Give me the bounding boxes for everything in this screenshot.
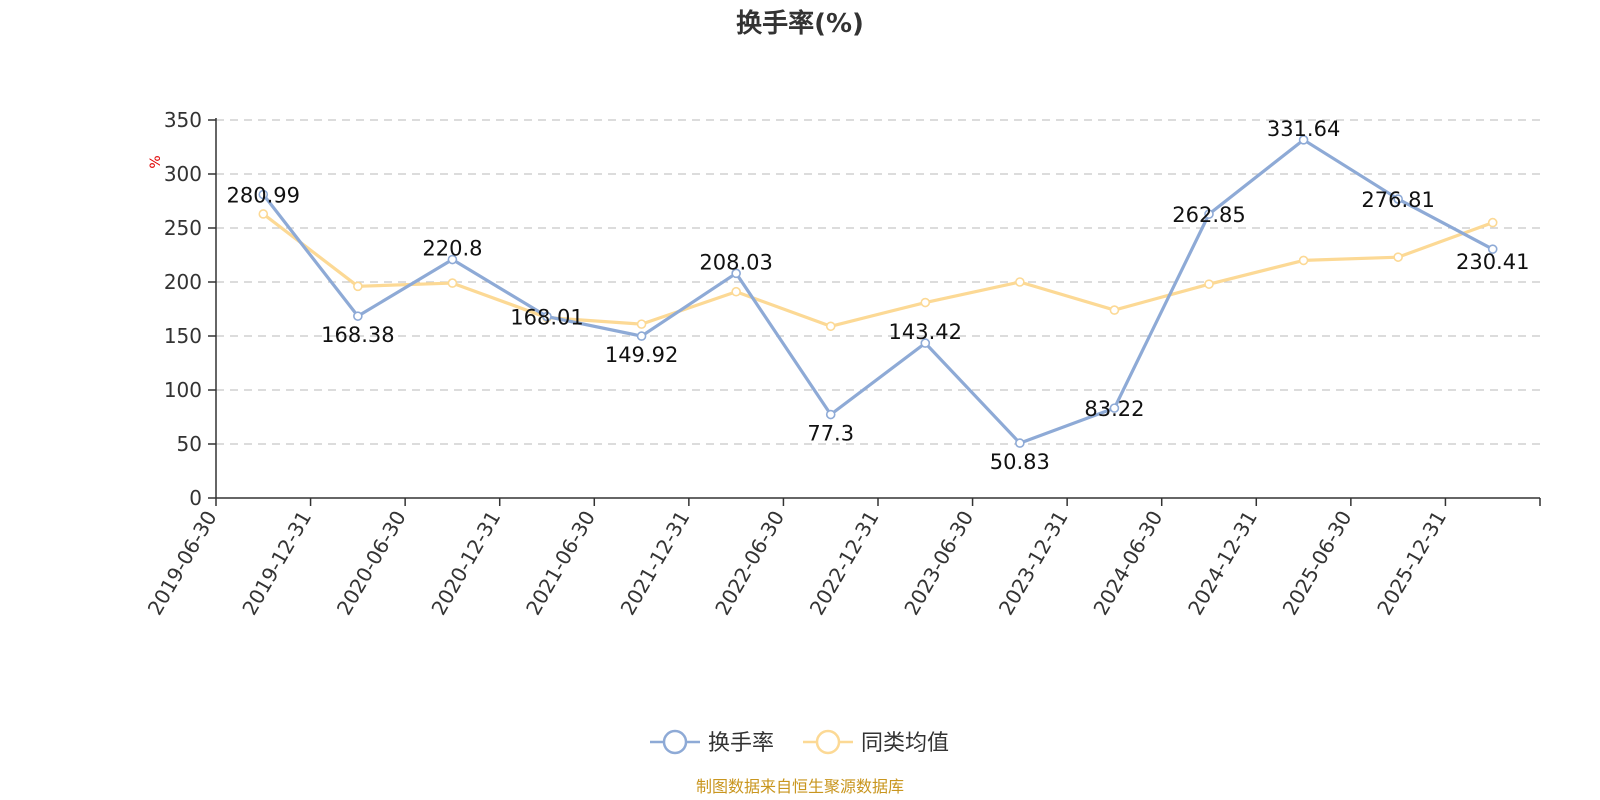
series-1-point (1393, 252, 1403, 262)
series-0-point (731, 268, 741, 279)
series-0-point (542, 311, 552, 322)
x-tick-label: 2019-12-31 (237, 507, 316, 620)
series-1-point (1204, 279, 1214, 289)
legend-label-1: 同类均值 (861, 731, 949, 756)
series-0-point (825, 409, 836, 420)
series-0-point (1015, 438, 1025, 448)
x-tick-label: 2021-12-31 (616, 507, 695, 620)
legend-marker-0 (662, 729, 688, 755)
data-label: 168.38 (321, 323, 394, 347)
legend-marker-1 (815, 729, 841, 755)
grid-lines (216, 119, 1540, 445)
x-tick-label: 2022-06-30 (710, 507, 789, 620)
data-label: 262.85 (1172, 203, 1245, 227)
series-1-point (447, 278, 458, 288)
series-0-point (636, 331, 647, 341)
y-tick-label: 200 (164, 270, 202, 294)
data-label: 230.41 (1456, 250, 1529, 274)
y-tick-label: 0 (189, 486, 202, 510)
series-0-point (920, 338, 931, 348)
series-1-point (1109, 305, 1120, 315)
series-1-point (1298, 255, 1309, 266)
data-label: 208.03 (699, 250, 772, 274)
chart-title: 换手率(%) (736, 8, 864, 39)
series-1-point (258, 209, 269, 219)
series-0-point (1298, 135, 1309, 145)
data-label: 50.83 (990, 450, 1050, 474)
series-line-1 (262, 212, 1494, 328)
data-labels: 280.99 168.38 220.8 168.01 149.92 208.03 77.3 1… (227, 117, 1530, 474)
x-tick-label: 2023-06-30 (899, 507, 978, 620)
series-1-point (1487, 217, 1498, 228)
data-label: 280.99 (227, 184, 300, 208)
series-1-point (1015, 277, 1025, 287)
series-0-point (447, 254, 458, 265)
series-1-point (825, 321, 836, 332)
legend: 换手率 同类均值 (650, 729, 949, 756)
series-0-point (1204, 209, 1214, 219)
x-tick-label: 2024-12-31 (1183, 507, 1262, 620)
series-1-point (636, 319, 647, 329)
data-label: 331.64 (1267, 117, 1340, 141)
x-tick-label: 2024-06-30 (1088, 507, 1167, 620)
series-1-point (920, 297, 931, 308)
series-1-point (353, 281, 363, 292)
y-tick-label: 250 (164, 216, 202, 240)
x-tick-label: 2023-12-31 (994, 507, 1073, 620)
series-1-point (731, 286, 741, 297)
series-0-point (353, 311, 363, 321)
series-0-point (258, 189, 269, 200)
data-label: 77.3 (807, 422, 854, 446)
series-lines (258, 135, 1498, 448)
data-label: 83.22 (1084, 397, 1144, 421)
x-tick-label: 2025-12-31 (1372, 507, 1451, 620)
x-tick-label: 2021-06-30 (521, 507, 600, 620)
series-line-0 (262, 138, 1494, 445)
y-tick-label: 50 (177, 432, 202, 456)
x-tick-label: 2020-12-31 (426, 507, 505, 620)
y-tick-label: 300 (164, 162, 202, 186)
y-tick-label: 350 (164, 108, 202, 132)
data-label: 149.92 (605, 343, 678, 367)
series-0-point (1487, 244, 1498, 254)
x-tick-label: 2019-06-30 (143, 507, 222, 620)
data-label: 220.8 (422, 237, 482, 261)
x-tick-label: 2025-06-30 (1278, 507, 1357, 620)
x-tick-label: 2022-12-31 (805, 507, 884, 620)
series-0-point (1393, 194, 1403, 204)
data-label: 276.81 (1361, 188, 1434, 212)
data-label: 168.01 (510, 306, 583, 330)
x-tick-label: 2020-06-30 (332, 507, 411, 620)
legend-label-0: 换手率 (708, 731, 774, 756)
y-tick-label: 100 (164, 378, 202, 402)
data-source-note: 制图数据来自恒生聚源数据库 (696, 777, 904, 796)
data-label: 143.42 (889, 320, 962, 344)
y-axis-unit-label: % (148, 155, 164, 168)
axes: 0 50 100 150 200 250 300 350 2019-06-30 2019-12-3… (143, 108, 1541, 620)
series-0-point (1109, 403, 1120, 413)
y-tick-label: 150 (164, 324, 202, 348)
